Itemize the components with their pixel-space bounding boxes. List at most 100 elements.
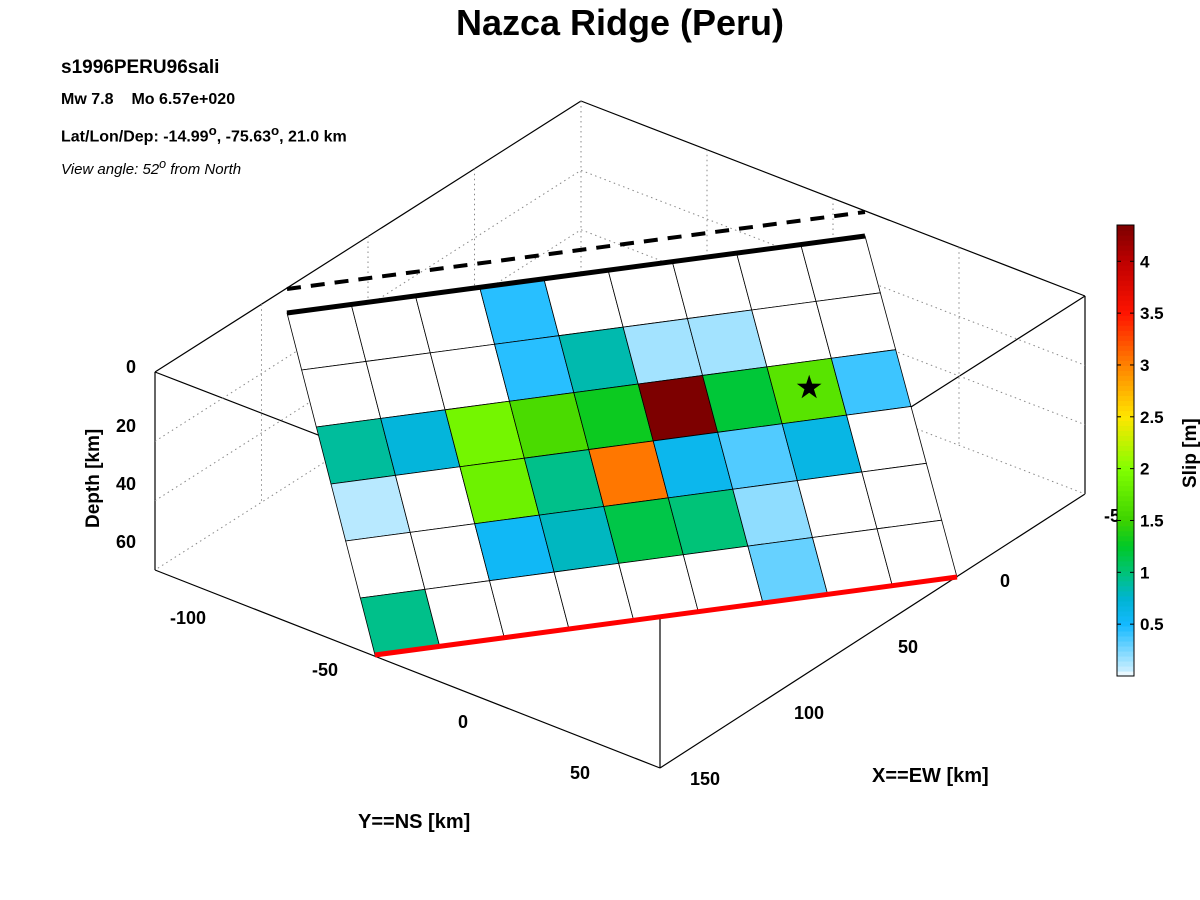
colorbar-segment (1117, 315, 1134, 321)
y-tick-label: -50 (312, 660, 338, 680)
colorbar-segment (1117, 600, 1134, 607)
colorbar-tick-label: 0.5 (1140, 615, 1164, 634)
y-axis-label: Y==NS [km] (358, 811, 470, 833)
colorbar-segment (1117, 285, 1134, 291)
location-lat: Lat/Lon/Dep: -14.99 (61, 128, 209, 146)
colorbar-segment (1117, 555, 1134, 562)
z-tick-label: 40 (116, 474, 136, 494)
colorbar-segment (1117, 440, 1134, 447)
colorbar-segment (1117, 605, 1134, 612)
colorbar-segment (1117, 475, 1134, 482)
grid-line (154, 298, 582, 571)
x-tick-label-clipped: -5 (1104, 506, 1120, 526)
colorbar-segment (1117, 270, 1134, 276)
colorbar-segment (1117, 495, 1134, 502)
colorbar-segment (1117, 445, 1134, 452)
location: Lat/Lon/Dep: -14.99o, -75.63o, 21.0 km (61, 123, 347, 146)
colorbar-segment (1117, 525, 1134, 532)
box-edge (659, 493, 1086, 769)
colorbar-segment (1117, 500, 1134, 507)
location-dep: , 21.0 km (279, 128, 347, 146)
colorbar-segment (1117, 615, 1134, 622)
colorbar-segment (1117, 515, 1134, 522)
colorbar-tick-label: 1 (1140, 563, 1149, 582)
colorbar-segment (1117, 425, 1134, 432)
colorbar-segment (1117, 505, 1134, 512)
colorbar-segment (1117, 455, 1134, 462)
colorbar-segment (1117, 255, 1134, 261)
fault-trace (374, 574, 958, 658)
view-angle-suffix: from North (166, 161, 242, 178)
colorbar-segment (1117, 325, 1134, 331)
colorbar-segment (1117, 485, 1134, 492)
colorbar-segment (1117, 630, 1134, 637)
x-tick-label: 150 (690, 769, 720, 789)
moment: Mo 6.57e+020 (131, 91, 236, 108)
colorbar-segment (1117, 610, 1134, 617)
colorbar-tick-label: 1.5 (1140, 511, 1164, 530)
y-tick-label: -100 (170, 608, 206, 628)
colorbar-segment (1117, 570, 1134, 577)
colorbar-segment (1117, 420, 1134, 427)
degree-mark-lon: o (271, 123, 280, 138)
colorbar-segment (1117, 520, 1134, 527)
colorbar-segment (1117, 545, 1134, 552)
colorbar-segment (1117, 260, 1134, 266)
colorbar-segment (1117, 560, 1134, 567)
colorbar-segment (1117, 385, 1134, 391)
z-tick-label: 0 (126, 357, 136, 377)
colorbar-segment (1117, 585, 1134, 592)
grid-line (154, 169, 1086, 442)
colorbar-frame (1116, 224, 1135, 677)
colorbar-segment (1117, 305, 1134, 311)
colorbar-segment (1117, 235, 1134, 241)
axis-ticks: 0 20 40 60 -100 -50 0 50 0 50 100 150 -5 (116, 357, 1120, 789)
fault-projection-dashed (286, 210, 866, 291)
colorbar-segment (1117, 480, 1134, 487)
location-lon: , -75.63 (216, 128, 271, 146)
colorbar-segment (1117, 430, 1134, 437)
colorbar-segment (1117, 415, 1134, 422)
slip-grid (286, 235, 958, 656)
colorbar-segment (1117, 295, 1134, 301)
x-tick-label: 50 (898, 637, 918, 657)
colorbar-segment (1117, 340, 1134, 346)
colorbar-segment (1117, 465, 1134, 472)
colorbar-segment (1117, 350, 1134, 356)
event-id: s1996PERU96sali (61, 57, 220, 78)
colorbar-segment (1117, 395, 1134, 401)
magnitude: Mw 7.8 (61, 91, 114, 108)
colorbar-segment (1117, 405, 1134, 412)
view-angle-value: View angle: 52 (61, 161, 160, 178)
magnitude-moment: Mw 7.8 Mo 6.57e+020 (61, 91, 235, 109)
colorbar-segment (1117, 580, 1134, 587)
x-tick-label: 0 (1000, 571, 1010, 591)
z-tick-label: 20 (116, 416, 136, 436)
colorbar-tick-label: 2 (1140, 460, 1149, 479)
colorbar-segment (1117, 635, 1134, 642)
colorbar-segment (1117, 240, 1134, 246)
degree-mark-lat: o (208, 123, 217, 138)
colorbar-segment (1117, 230, 1134, 236)
colorbar-segment (1117, 345, 1134, 351)
colorbar-segment (1117, 645, 1134, 652)
colorbar-segment (1117, 300, 1134, 306)
colorbar-segment (1117, 400, 1134, 406)
colorbar-segment (1117, 365, 1134, 371)
colorbar-segment (1117, 435, 1134, 442)
colorbar-segment (1117, 280, 1134, 286)
colorbar-segment (1117, 510, 1134, 517)
colorbar-segment (1117, 410, 1134, 417)
hypocenter-star (796, 374, 822, 399)
view-degree-mark: o (159, 157, 167, 171)
colorbar-segment (1117, 575, 1134, 582)
colorbar-tick-label: 4 (1140, 252, 1150, 271)
colorbar-segment (1117, 250, 1134, 256)
colorbar-segment (1117, 655, 1134, 662)
colorbar-segment (1117, 360, 1134, 366)
colorbar-segment (1117, 625, 1134, 632)
colorbar-tick-label: 3.5 (1140, 304, 1164, 323)
colorbar-segment (1117, 450, 1134, 457)
colorbar-segment (1117, 320, 1134, 326)
